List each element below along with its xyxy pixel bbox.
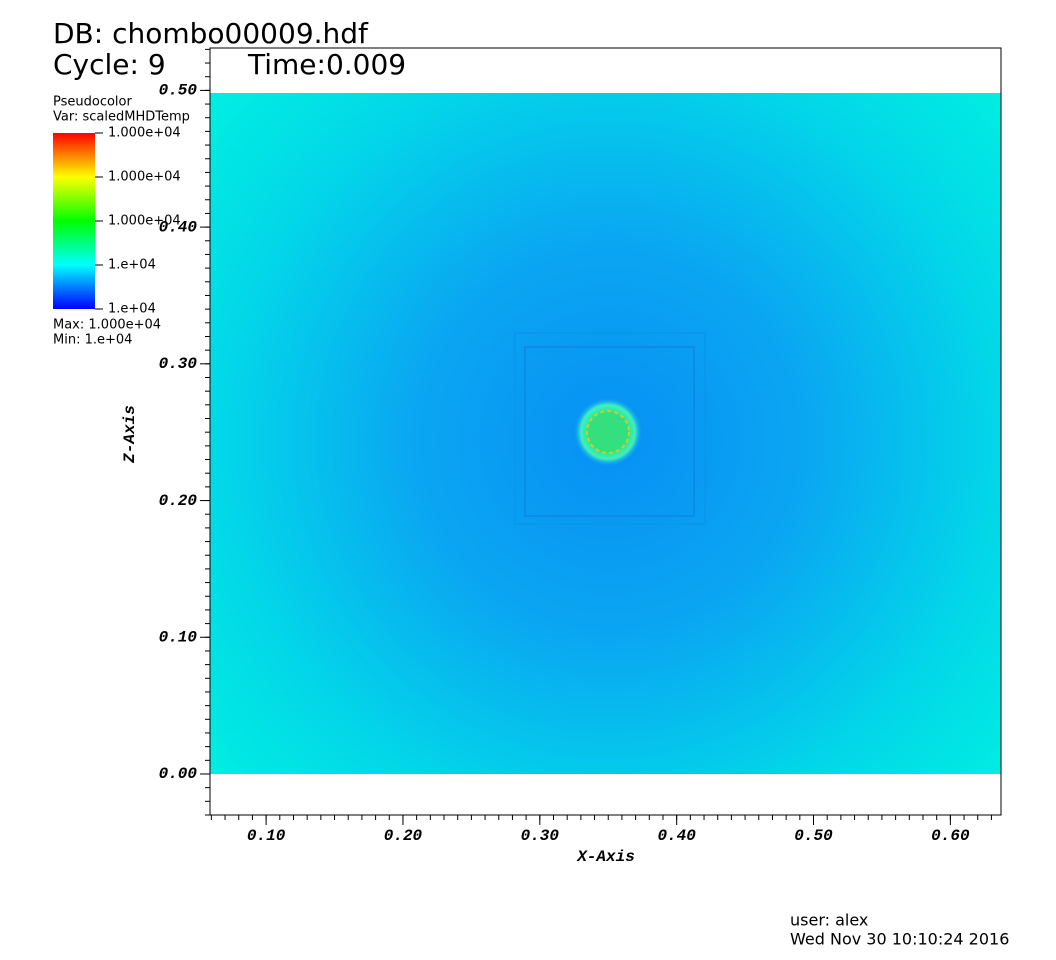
colorbar-label: 1.000e+04 xyxy=(108,170,181,185)
cycle: Cycle: 9 xyxy=(53,48,166,81)
time: Time:0.009 xyxy=(247,48,406,81)
colorbar-label: 1.000e+04 xyxy=(108,126,181,141)
y-tick-label: 0.40 xyxy=(159,218,198,236)
hot-spot-core xyxy=(586,410,630,454)
y-tick-label: 0.50 xyxy=(159,82,198,100)
colorbar-label: 1.e+04 xyxy=(108,258,156,273)
date: Wed Nov 30 10:10:24 2016 xyxy=(790,930,1009,949)
axes-frame xyxy=(209,47,1002,816)
y-tick-label: 0.00 xyxy=(159,765,198,783)
x-tick-label: 0.60 xyxy=(931,827,970,845)
y-axis-label: Z-Axis xyxy=(121,405,139,464)
y-tick-label: 0.20 xyxy=(159,492,198,510)
legend-min: Min: 1.e+04 xyxy=(53,333,132,348)
title: DB: chombo00009.hdf xyxy=(53,17,369,50)
y-tick-label: 0.30 xyxy=(159,355,198,373)
y-tick-label: 0.10 xyxy=(159,628,198,646)
x-tick-label: 0.30 xyxy=(521,827,560,845)
plot-area xyxy=(210,93,1001,774)
user: user: alex xyxy=(790,911,868,930)
legend-var: Var: scaledMHDTemp xyxy=(53,110,190,125)
colorbar-label: 1.000e+04 xyxy=(108,214,181,229)
x-tick-label: 0.50 xyxy=(794,827,833,845)
legend-max: Max: 1.000e+04 xyxy=(53,318,161,333)
mesh-box xyxy=(524,346,695,517)
x-tick-label: 0.10 xyxy=(247,827,286,845)
mesh-box xyxy=(514,332,706,525)
x-tick-label: 0.40 xyxy=(657,827,696,845)
x-axis-label: X-Axis xyxy=(576,848,635,866)
colorbar-label: 1.e+04 xyxy=(108,302,156,317)
x-tick-label: 0.20 xyxy=(384,827,423,845)
legend-title: Pseudocolor xyxy=(53,95,132,110)
colorbar xyxy=(53,133,95,309)
